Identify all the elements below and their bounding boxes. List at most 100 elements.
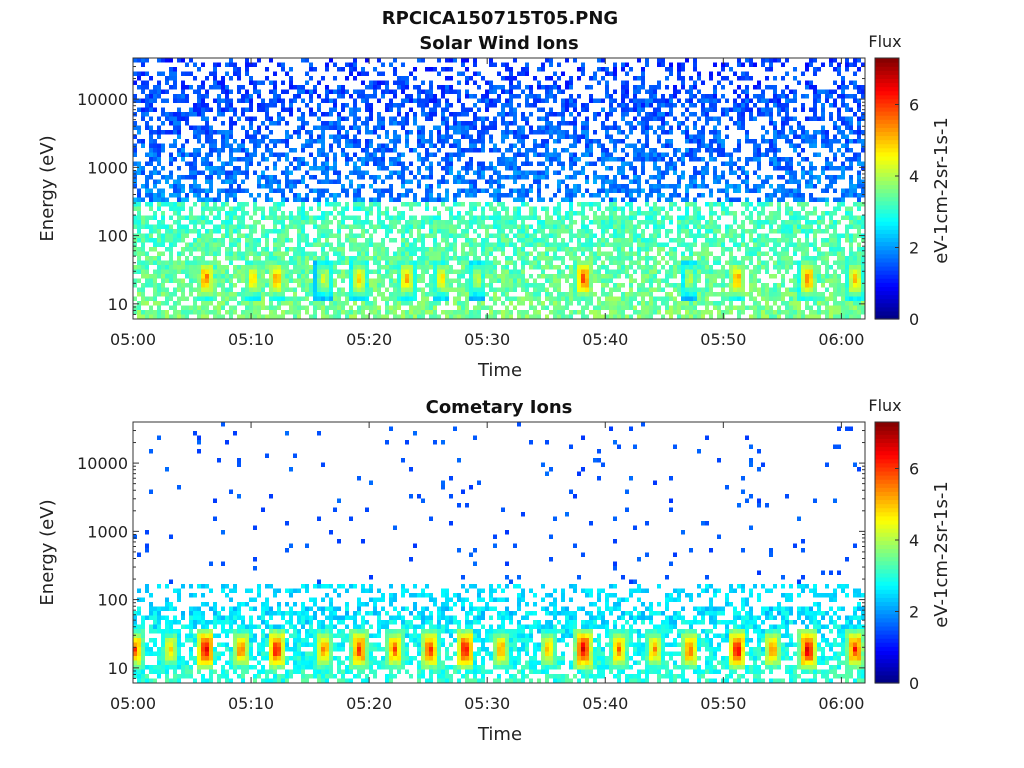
flux-cell [397,251,401,256]
flux-cell [637,85,641,90]
flux-cell [385,305,389,310]
flux-cell [557,121,561,126]
flux-cell [217,310,221,315]
flux-cell [521,224,525,229]
flux-cell [665,242,669,247]
flux-cell [173,260,177,265]
flux-cell [361,233,365,238]
flux-cell [133,175,137,180]
flux-cell [333,314,337,319]
flux-cell [233,139,237,144]
flux-cell [301,112,305,117]
flux-cell [317,242,321,247]
flux-cell [545,184,549,189]
flux-cell [517,229,521,234]
flux-cell [365,125,369,130]
flux-cell [561,256,565,261]
flux-cell [549,274,553,279]
flux-cell [529,94,533,99]
flux-cell [573,256,577,261]
flux-cell [461,71,465,76]
flux-cell [401,292,405,297]
flux-cell [229,98,233,103]
flux-cell [629,130,633,135]
flux-cell [693,85,697,90]
flux-cell [209,310,213,315]
flux-cell [177,265,181,270]
flux-cell [185,314,189,319]
flux-cell [465,305,469,310]
flux-cell [389,224,393,229]
flux-cell [453,121,457,126]
flux-cell [237,292,241,297]
flux-cell [253,292,257,297]
flux-cell [445,260,449,265]
flux-cell [429,85,433,90]
flux-cell [229,278,233,283]
flux-cell [497,310,501,315]
flux-cell [321,76,325,81]
flux-cell [145,161,149,166]
flux-cell [497,175,501,180]
flux-cell [537,260,541,265]
flux-cell [385,175,389,180]
flux-cell [581,220,585,225]
flux-cell [597,215,601,220]
flux-cell [341,116,345,121]
flux-cell [521,134,525,139]
flux-cell [253,296,257,301]
flux-cell [313,314,317,319]
flux-cell [465,269,469,274]
flux-cell [629,314,633,319]
flux-cell [409,233,413,238]
flux-cell [405,121,409,126]
flux-cell [569,121,573,126]
flux-cell [509,314,513,319]
flux-cell [577,265,581,270]
flux-cell [581,211,585,216]
flux-cell [457,143,461,148]
flux-cell [177,215,181,220]
flux-cell [597,67,601,72]
flux-cell [201,224,205,229]
flux-cell [637,283,641,288]
flux-cell [213,67,217,72]
flux-cell [241,206,245,211]
flux-cell [493,301,497,306]
flux-cell [353,98,357,103]
flux-cell [345,188,349,193]
flux-cell [537,215,541,220]
flux-cell [169,152,173,157]
flux-cell [173,301,177,306]
flux-cell [681,256,685,261]
flux-cell [169,224,173,229]
flux-cell [173,233,177,238]
flux-cell [469,166,473,171]
flux-cell [585,130,589,135]
flux-cell [481,175,485,180]
flux-cell [549,161,553,166]
flux-cell [501,220,505,225]
flux-cell [477,175,481,180]
flux-cell [221,314,225,319]
flux-cell [369,224,373,229]
flux-cell [333,296,337,301]
flux-cell [589,265,593,270]
flux-cell [201,98,205,103]
flux-cell [465,242,469,247]
flux-cell [665,161,669,166]
flux-cell [509,269,513,274]
flux-cell [537,193,541,198]
flux-cell [333,269,337,274]
flux-cell [433,314,437,319]
flux-cell [321,211,325,216]
flux-cell [201,143,205,148]
flux-cell [269,58,273,63]
flux-cell [593,112,597,117]
flux-cell [565,296,569,301]
flux-cell [177,58,181,63]
flux-cell [521,125,525,130]
flux-cell [653,265,657,270]
flux-cell [637,265,641,270]
flux-cell [193,242,197,247]
